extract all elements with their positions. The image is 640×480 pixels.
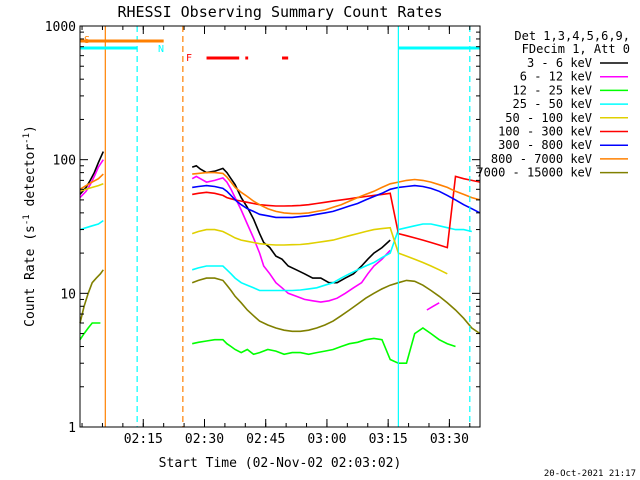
legend-label-2: 6 - 12 keV bbox=[520, 70, 592, 84]
y-axis-label-end: ) bbox=[23, 125, 38, 133]
y-tick-label: 1000 bbox=[45, 20, 76, 35]
y-axis-label-sup1: -1 bbox=[22, 214, 32, 225]
flag-label-n: N bbox=[158, 44, 164, 55]
series-line-6 bbox=[192, 175, 481, 249]
y-tick-label: 1 bbox=[68, 421, 76, 436]
axis-ticks: 1 10 100 1000 02:15 02:30 02:45 03:00 03:15 03:30 bbox=[45, 20, 480, 447]
series-line-3 bbox=[79, 322, 456, 364]
series-line-7 bbox=[192, 184, 481, 219]
y-axis-label: Count Rate (s-1 detector-1) bbox=[22, 125, 38, 327]
series-line-5 bbox=[79, 183, 448, 275]
legend-label-5: 50 - 100 keV bbox=[505, 111, 592, 125]
series-line-4 bbox=[79, 219, 472, 292]
x-tick-label: 03:15 bbox=[369, 432, 408, 447]
plot-frame bbox=[79, 25, 481, 428]
legend: Det 1,3,4,5,6,9, FDecim 1, Att 0 3 - 6 k… bbox=[476, 29, 630, 180]
y-tick-label: 10 bbox=[60, 287, 76, 302]
y-axis-label-main: Count Rate (s bbox=[23, 225, 38, 327]
x-tick-label: 02:45 bbox=[246, 432, 285, 447]
legend-header-line-1: Det 1,3,4,5,6,9, bbox=[514, 29, 630, 43]
x-tick-label: 02:15 bbox=[124, 432, 163, 447]
flag-layer: S N F bbox=[80, 35, 480, 64]
x-tick-label: 03:30 bbox=[430, 432, 469, 447]
marker-layer bbox=[104, 26, 471, 427]
series-line-8 bbox=[79, 171, 481, 215]
flag-label-s: S bbox=[84, 35, 90, 46]
legend-label-1: 3 - 6 keV bbox=[527, 56, 592, 70]
data-layer bbox=[79, 151, 481, 364]
y-tick-label: 100 bbox=[53, 154, 76, 169]
series-line-1 bbox=[79, 151, 391, 284]
series-line-9 bbox=[79, 269, 481, 335]
legend-label-4: 25 - 50 keV bbox=[513, 97, 592, 111]
legend-label-3: 12 - 25 keV bbox=[513, 83, 592, 97]
footer-date: 20-Oct-2021 21:17 bbox=[544, 469, 636, 479]
x-tick-label: 02:30 bbox=[185, 432, 224, 447]
x-tick-label: 03:00 bbox=[307, 432, 346, 447]
chart-title: RHESSI Observing Summary Count Rates bbox=[117, 3, 442, 21]
legend-header-line-2: FDecim 1, Att 0 bbox=[522, 42, 630, 56]
y-axis-label-sup2: -1 bbox=[22, 133, 32, 144]
x-axis-label: Start Time (02-Nov-02 02:03:02) bbox=[159, 456, 402, 471]
series-line-2 bbox=[79, 159, 440, 311]
legend-label-8: 800 - 7000 keV bbox=[491, 152, 592, 166]
flag-label-f: F bbox=[186, 53, 192, 64]
legend-label-6: 100 - 300 keV bbox=[498, 125, 592, 139]
y-axis-label-mid: detector bbox=[23, 144, 38, 215]
legend-label-9: 7000 - 15000 keV bbox=[476, 166, 592, 180]
legend-label-7: 300 - 800 keV bbox=[498, 138, 592, 152]
